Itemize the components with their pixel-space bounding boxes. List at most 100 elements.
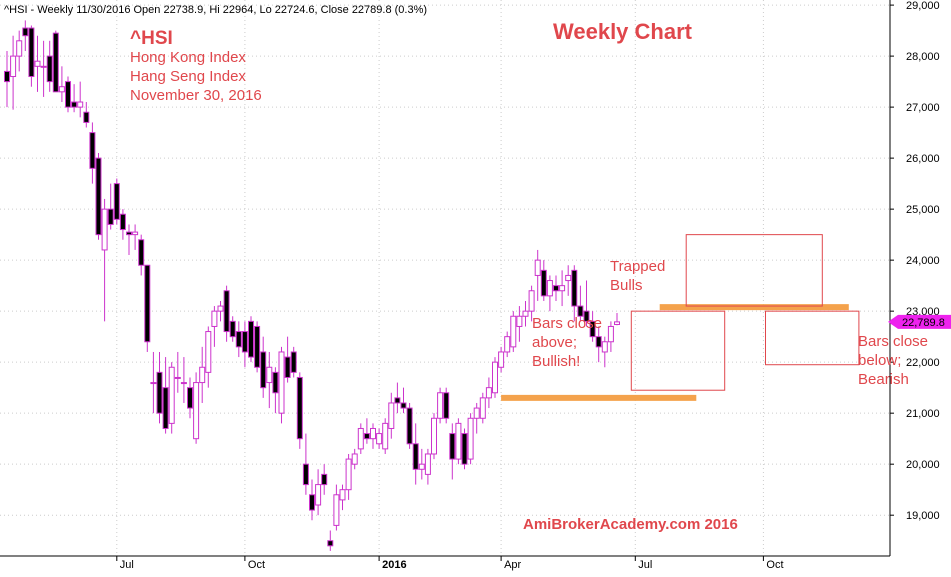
candle-body	[278, 351, 285, 414]
candle-body	[473, 407, 480, 419]
candle-body	[485, 387, 492, 399]
x-axis: Jul Oct 2016 Apr Jul Oct	[0, 555, 890, 571]
annotation-date: November 30, 2016	[130, 87, 262, 104]
candle-up	[382, 418, 389, 454]
candle-up	[199, 346, 206, 403]
candle-up	[333, 484, 340, 531]
candle-body	[83, 111, 90, 123]
candle-body	[187, 387, 193, 409]
candle-body	[522, 310, 529, 317]
candle-down	[284, 336, 291, 383]
candle-down	[248, 316, 254, 363]
candle-body	[296, 376, 303, 440]
candle-body	[351, 453, 358, 465]
candle-body	[589, 320, 596, 338]
candle-body	[388, 402, 395, 429]
candle-up	[559, 270, 566, 307]
candle-up	[607, 321, 614, 352]
candle-body	[553, 285, 559, 292]
candle-down	[302, 433, 309, 495]
symbol-label: ^HSI	[130, 28, 173, 49]
candle-body	[363, 433, 370, 440]
candle-down	[107, 183, 114, 230]
candle-down	[241, 321, 248, 368]
candles	[4, 20, 620, 551]
candle-body	[559, 285, 566, 292]
candle-down	[363, 418, 370, 444]
candle-down	[83, 102, 90, 128]
candle-up	[193, 372, 200, 444]
candle-up	[388, 392, 395, 439]
candle-up	[77, 81, 84, 118]
candle-down	[235, 321, 242, 358]
candle-up	[339, 484, 346, 511]
last-price-marker: 22,789.8	[888, 314, 951, 329]
candle-body	[382, 422, 389, 450]
candle-body	[461, 433, 468, 465]
candle-up	[431, 413, 437, 460]
candle-up	[455, 418, 462, 465]
candle-body	[272, 371, 279, 394]
candle-up	[516, 306, 523, 342]
candle-up	[614, 312, 620, 326]
candle-body	[595, 336, 602, 348]
candle-body	[223, 290, 230, 333]
candle-body	[284, 356, 291, 378]
candle-down	[443, 387, 450, 424]
y-tick-label: 22,000	[906, 357, 940, 369]
candle-down	[95, 153, 102, 240]
candle-body	[302, 463, 309, 486]
candle-up	[278, 346, 285, 424]
candle-up	[467, 413, 474, 465]
candle-body	[339, 489, 346, 501]
x-tick-label: Jul	[638, 559, 652, 571]
candle-down	[589, 311, 596, 342]
candle-body	[10, 55, 17, 78]
candle-up	[40, 40, 47, 97]
candle-up	[180, 357, 187, 403]
candle-body	[376, 433, 383, 445]
candle-up	[473, 402, 480, 434]
candle-body	[449, 433, 456, 460]
candle-body	[199, 366, 206, 384]
candle-body	[528, 290, 535, 312]
candle-down	[296, 372, 303, 449]
candle-down	[309, 479, 315, 521]
candle-body	[193, 382, 200, 440]
candle-down	[406, 402, 413, 449]
candle-body	[315, 484, 322, 506]
candle-body	[400, 402, 407, 409]
annotation-trapped-2: Bulls	[610, 277, 643, 294]
candle-body	[431, 417, 437, 455]
candle-body	[162, 387, 169, 429]
candle-up	[424, 448, 431, 485]
candle-down	[540, 260, 547, 301]
annotation-above-1: Bars close	[532, 315, 602, 332]
chart-title: Weekly Chart	[553, 19, 693, 44]
candle-up	[510, 311, 517, 352]
candle-down	[553, 275, 559, 301]
candle-body	[412, 443, 419, 470]
candle-up	[150, 351, 157, 414]
candle-body	[260, 351, 267, 389]
candle-up	[101, 198, 108, 322]
candle-up	[211, 306, 218, 347]
annotation-hang-seng-index: Hang Seng Index	[130, 68, 246, 85]
candle-down	[119, 209, 126, 240]
y-tick-label: 29,000	[906, 0, 940, 12]
candle-down	[138, 234, 145, 276]
candle-body	[16, 40, 23, 57]
candle-up	[498, 346, 505, 373]
last-price-label: 22,789.8	[902, 317, 945, 329]
candle-body	[333, 494, 340, 526]
watermark: AmiBrokerAcademy.com 2016	[523, 516, 738, 533]
candle-body	[235, 331, 242, 348]
y-axis: 19,00020,00021,00022,00023,00024,00025,0…	[889, 0, 940, 556]
annotation-hong-kong-index: Hong Kong Index	[130, 49, 246, 66]
candle-up	[168, 362, 175, 434]
candle-up	[10, 35, 17, 110]
candle-body	[345, 458, 352, 491]
candle-down	[28, 25, 35, 87]
annotation-trapped-1: Trapped	[610, 258, 665, 275]
annotation-below-2: below;	[858, 352, 901, 369]
